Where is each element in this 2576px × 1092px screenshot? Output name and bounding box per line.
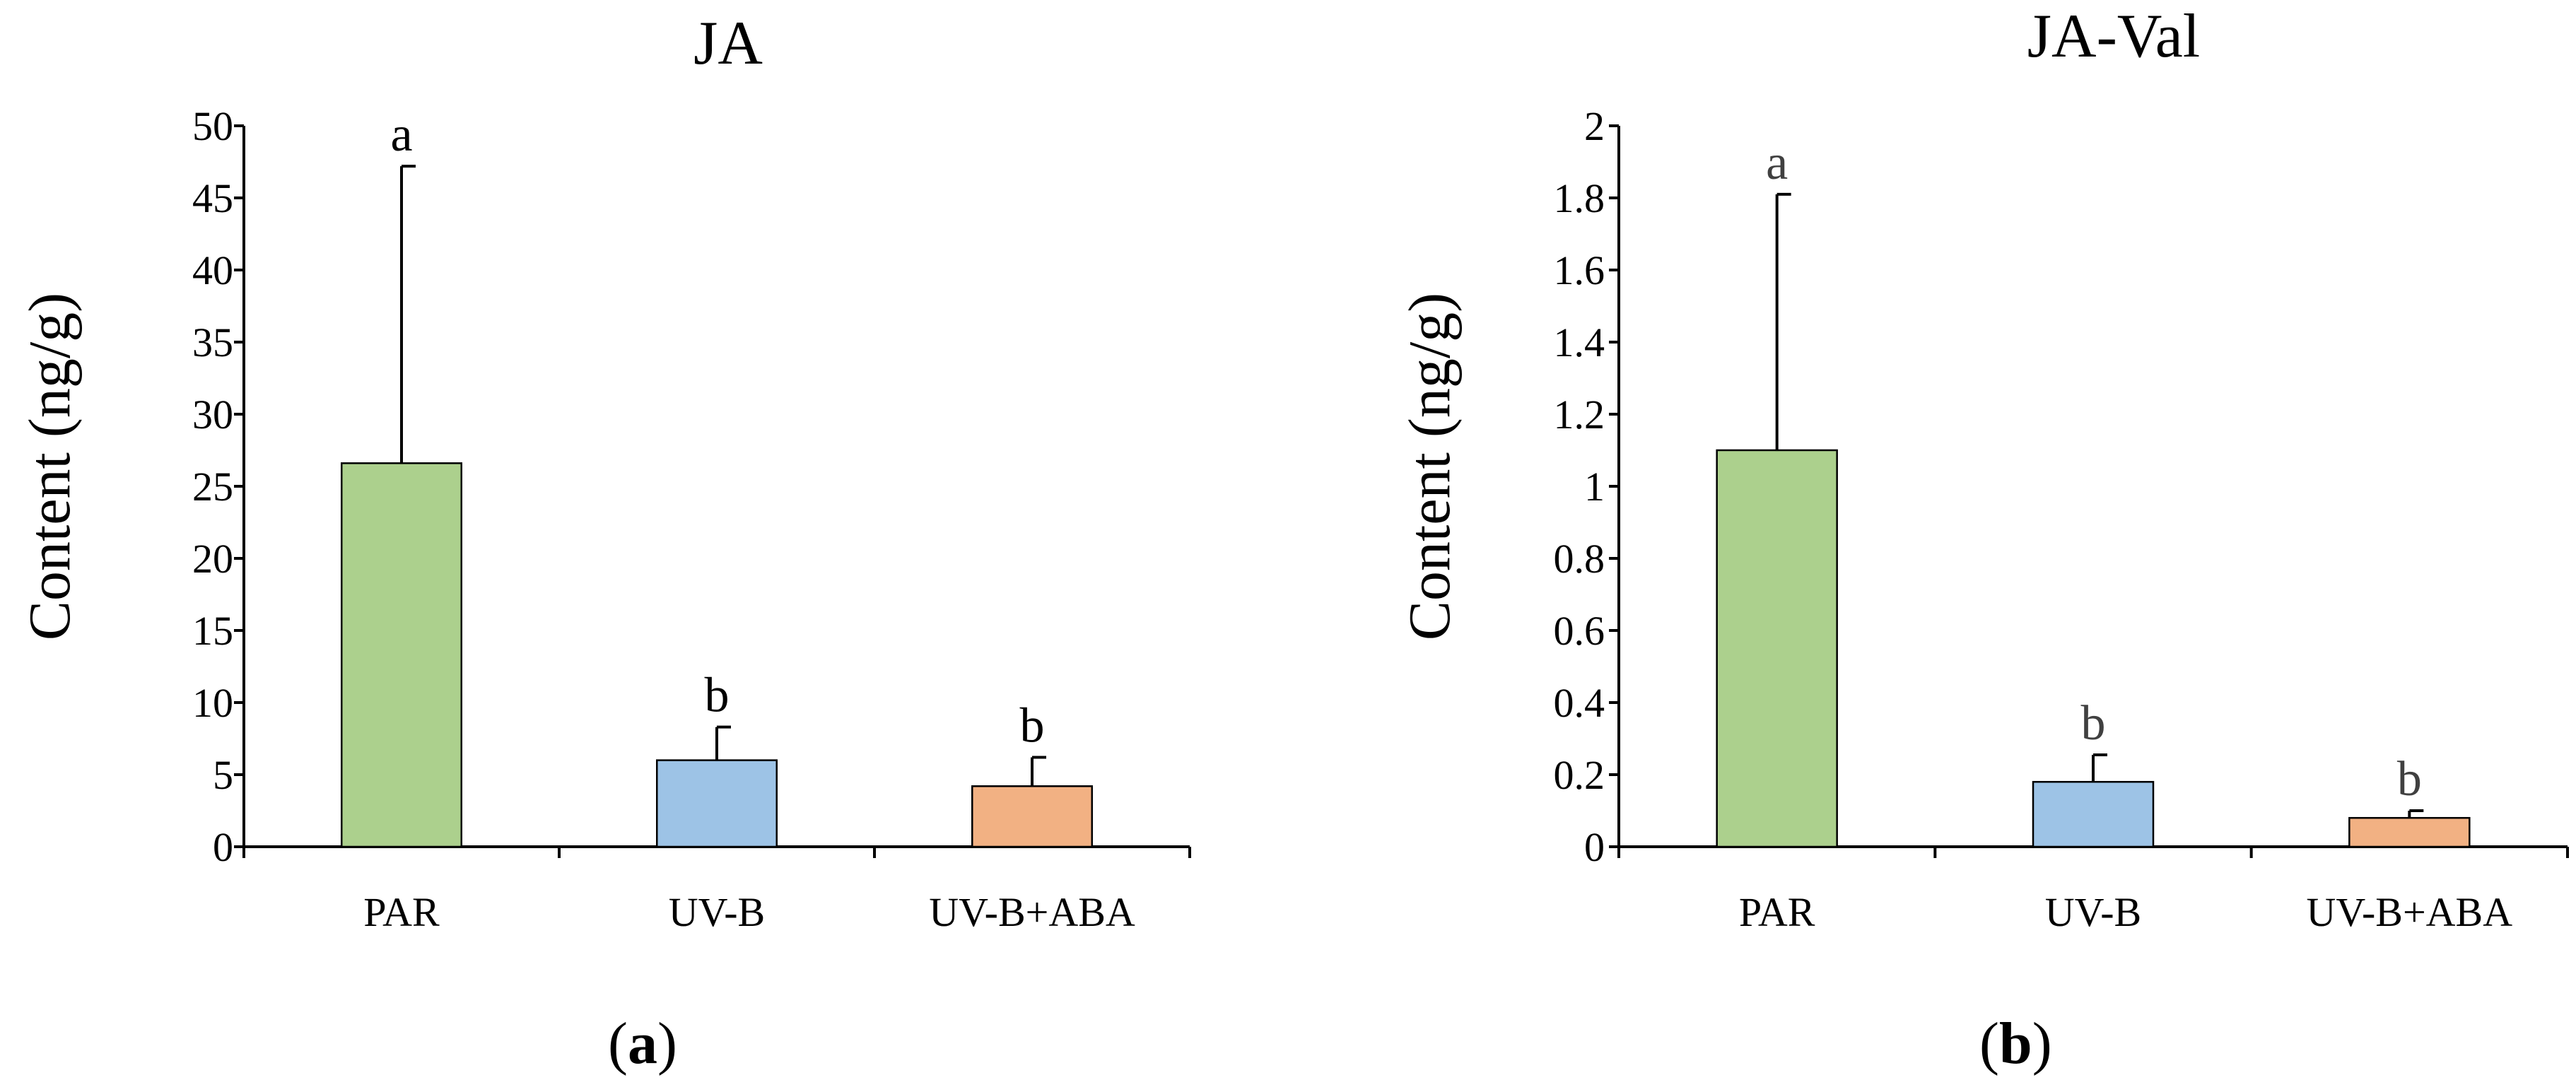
y-tick-label: 30 [192, 392, 233, 438]
x-category-label: UV-B+ABA [2307, 889, 2513, 935]
significance-letter: a [1766, 136, 1788, 190]
bars-b: a PAR b UV-B b UV-B+ABA [1716, 136, 2513, 935]
y-tick-label: 1.8 [1554, 175, 1605, 221]
bar [656, 759, 778, 848]
significance-letter: b [705, 669, 730, 723]
y-tick-label: 0 [1584, 824, 1605, 870]
axes-a: 0 5 10 15 20 25 30 35 40 45 50 [192, 103, 1191, 870]
y-axis-label-b: Content (ng/g) [1397, 293, 1463, 640]
y-tick-label: 1.2 [1554, 392, 1605, 438]
panel-label-a: (a) [608, 1011, 677, 1076]
y-tick-label: 0.4 [1554, 680, 1605, 726]
significance-letter: b [1020, 699, 1045, 753]
y-tick-label: 1.4 [1554, 319, 1605, 365]
bar [1716, 449, 1838, 848]
y-tick-label: 50 [192, 103, 233, 149]
y-tick-label: 45 [192, 175, 233, 221]
y-tick-label: 10 [192, 680, 233, 726]
y-tick-label: 25 [192, 464, 233, 510]
bar [971, 785, 1093, 848]
y-tick-label: 2 [1584, 103, 1605, 149]
bar [2032, 780, 2155, 848]
significance-letter: b [2081, 696, 2106, 751]
chart-panel-a: JA Content (ng/g) 0 5 10 15 20 25 30 35 40 45 50 a… [17, 9, 1191, 935]
bar [341, 462, 462, 848]
chart-title-a: JA [693, 9, 763, 78]
panel-label-b: (b) [1979, 1011, 2052, 1076]
y-tick-label: 0.8 [1554, 536, 1605, 582]
significance-letter: b [2397, 752, 2422, 806]
y-tick-label: 0.2 [1554, 752, 1605, 798]
x-category-label: UV-B [2045, 889, 2141, 935]
x-category-label: PAR [1739, 889, 1815, 935]
x-category-label: UV-B [669, 889, 765, 935]
significance-letter: a [390, 107, 412, 162]
y-tick-label: 0 [213, 824, 233, 870]
y-tick-label: 1 [1584, 464, 1605, 510]
y-tick-label: 0.6 [1554, 608, 1605, 654]
chart-panel-b: JA-Val Content (ng/g) 0 0.2 0.4 0.6 0.8 1 1.2 1… [1397, 2, 2569, 935]
y-tick-label: 15 [192, 608, 233, 654]
y-tick-label: 35 [192, 319, 233, 365]
x-category-label: PAR [363, 889, 440, 935]
y-tick-label: 1.6 [1554, 247, 1605, 293]
chart-title-b: JA-Val [2027, 2, 2200, 71]
x-category-label: UV-B+ABA [929, 889, 1135, 935]
bars-a: a PAR b UV-B b UV-B+ABA [341, 107, 1135, 935]
y-axis-label-a: Content (ng/g) [17, 293, 83, 640]
bar [2348, 816, 2471, 848]
y-tick-label: 20 [192, 536, 233, 582]
y-tick-label: 5 [213, 752, 233, 798]
y-tick-label: 40 [192, 247, 233, 293]
